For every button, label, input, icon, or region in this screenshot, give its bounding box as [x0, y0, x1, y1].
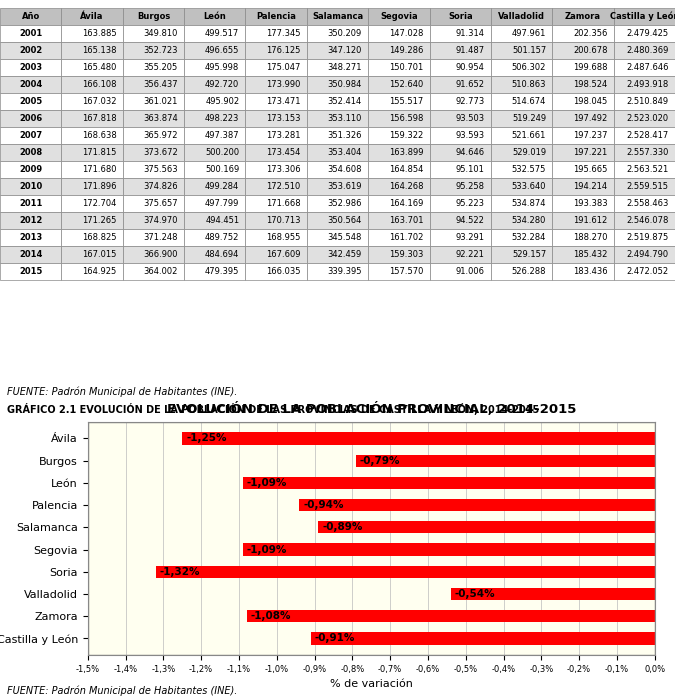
Text: -1,32%: -1,32% [159, 567, 200, 577]
Title: EVOLUCIÓN DE LA POBLACIÓN PROVINCIAL, 2014-2015: EVOLUCIÓN DE LA POBLACIÓN PROVINCIAL, 20… [167, 402, 576, 416]
Text: FUENTE: Padrón Municipal de Habitantes (INE).: FUENTE: Padrón Municipal de Habitantes (… [7, 387, 237, 397]
Text: -0,94%: -0,94% [303, 500, 344, 510]
Text: -1,09%: -1,09% [246, 478, 287, 488]
Bar [310, 632, 655, 645]
Text: -0,89%: -0,89% [322, 522, 362, 533]
Bar [182, 432, 655, 445]
Text: -0,91%: -0,91% [315, 634, 355, 643]
Text: -1,09%: -1,09% [246, 544, 287, 555]
Bar [451, 588, 655, 600]
Text: FUENTE: Padrón Municipal de Habitantes (INE).: FUENTE: Padrón Municipal de Habitantes (… [7, 685, 237, 696]
Text: -1,25%: -1,25% [186, 434, 227, 443]
Bar [356, 454, 655, 467]
Bar [243, 477, 655, 489]
Bar [319, 521, 655, 533]
Bar [300, 499, 655, 511]
Text: GRÁFICO 2.1 EVOLUCIÓN DE LA POBLACIÓN DE LAS PROVINCIAS DE CASTILLA Y LEÓN, 2014: GRÁFICO 2.1 EVOLUCIÓN DE LA POBLACIÓN DE… [7, 404, 539, 415]
Bar [156, 566, 655, 578]
Text: -0,54%: -0,54% [454, 589, 495, 599]
Bar [246, 610, 655, 622]
X-axis label: % de variación: % de variación [330, 680, 412, 689]
Bar [243, 544, 655, 556]
Text: -0,79%: -0,79% [360, 456, 400, 466]
Text: -1,08%: -1,08% [250, 611, 291, 621]
